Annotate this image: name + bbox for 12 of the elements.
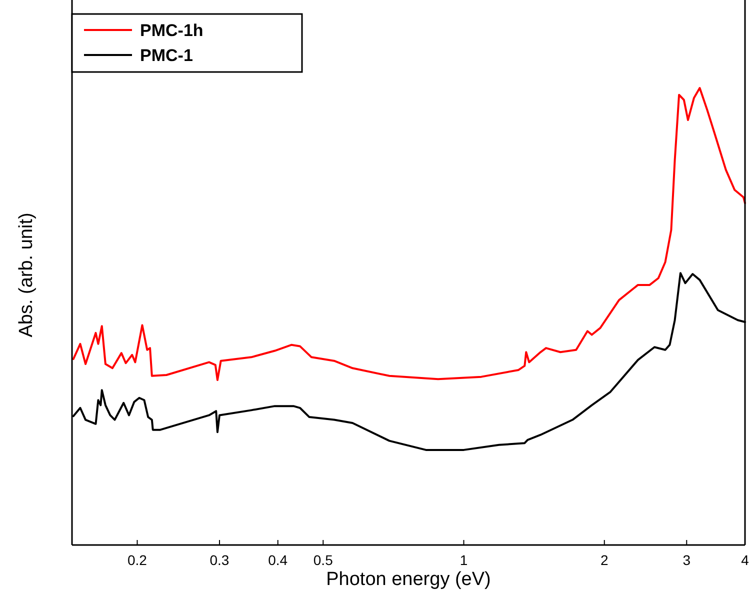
x-tick-label: 1 xyxy=(460,552,468,568)
x-tick-label: 4 xyxy=(741,552,750,568)
x-tick-label: 3 xyxy=(682,552,691,568)
x-tick-label: 2 xyxy=(600,552,608,568)
legend-label: PMC-1 xyxy=(140,46,193,65)
x-tick-label: 0.5 xyxy=(313,552,334,568)
x-axis-title: Photon energy (eV) xyxy=(326,569,491,590)
x-tick-label: 0.3 xyxy=(210,552,230,568)
x-tick-label: 0.4 xyxy=(268,552,288,568)
y-axis-title: Abs. (arb. unit) xyxy=(16,212,37,338)
x-tick-label: 0.2 xyxy=(128,552,148,568)
legend-label: PMC-1h xyxy=(140,20,204,40)
